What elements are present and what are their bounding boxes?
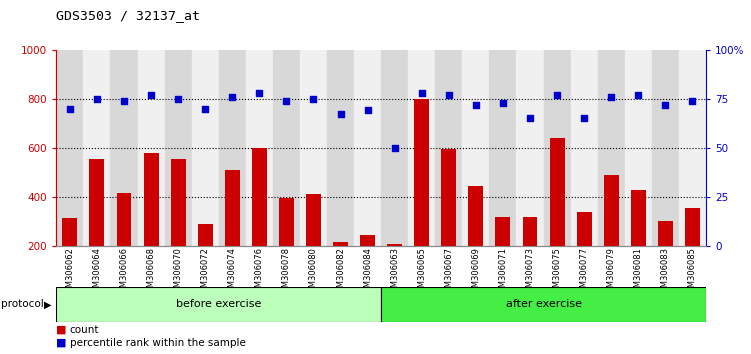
Bar xyxy=(56,50,83,246)
Bar xyxy=(381,287,706,322)
Bar xyxy=(523,217,538,295)
Point xyxy=(578,115,590,121)
Point xyxy=(389,145,401,150)
Bar xyxy=(625,50,652,246)
Bar xyxy=(550,138,565,295)
Point xyxy=(307,96,319,102)
Point xyxy=(632,92,644,98)
Point xyxy=(226,94,238,99)
Text: protocol: protocol xyxy=(1,299,44,309)
Bar xyxy=(164,50,192,246)
Bar xyxy=(62,218,77,295)
Bar xyxy=(577,212,592,295)
Bar xyxy=(604,175,619,295)
Bar xyxy=(544,50,571,246)
Bar xyxy=(415,99,429,295)
Point xyxy=(361,108,373,113)
Text: ▶: ▶ xyxy=(44,299,51,309)
Bar xyxy=(273,50,300,246)
Bar xyxy=(110,50,137,246)
Bar xyxy=(571,50,598,246)
Bar xyxy=(381,50,409,246)
Point xyxy=(551,92,563,98)
Bar xyxy=(388,244,402,295)
Bar xyxy=(83,50,110,246)
Point xyxy=(334,112,346,117)
Bar xyxy=(463,50,490,246)
Point xyxy=(280,98,292,103)
Bar xyxy=(252,148,267,295)
Point xyxy=(524,115,536,121)
Text: GDS3503 / 32137_at: GDS3503 / 32137_at xyxy=(56,9,201,22)
Bar xyxy=(679,50,706,246)
Bar xyxy=(279,198,294,295)
Point xyxy=(253,90,265,96)
Bar xyxy=(225,170,240,295)
Bar xyxy=(170,159,185,295)
Text: percentile rank within the sample: percentile rank within the sample xyxy=(70,338,246,348)
Bar xyxy=(306,194,321,295)
Bar xyxy=(490,50,517,246)
Bar xyxy=(246,50,273,246)
Bar xyxy=(327,50,354,246)
Point xyxy=(416,90,428,96)
Bar xyxy=(409,50,436,246)
Bar xyxy=(219,50,246,246)
Bar xyxy=(137,50,164,246)
Point xyxy=(470,102,482,107)
Point xyxy=(497,100,509,105)
Bar xyxy=(300,50,327,246)
Text: ■: ■ xyxy=(56,338,67,348)
Text: after exercise: after exercise xyxy=(505,299,581,309)
Bar xyxy=(598,50,625,246)
Bar xyxy=(442,149,457,295)
Bar xyxy=(192,50,219,246)
Bar xyxy=(469,186,484,295)
Bar xyxy=(354,50,381,246)
Bar xyxy=(496,217,511,295)
Point xyxy=(605,94,617,99)
Text: ■: ■ xyxy=(56,325,67,335)
Bar xyxy=(116,193,131,295)
Point xyxy=(91,96,103,102)
Point xyxy=(659,102,671,107)
Bar xyxy=(652,50,679,246)
Point xyxy=(145,92,157,98)
Bar xyxy=(658,222,673,295)
Point xyxy=(118,98,130,103)
Text: count: count xyxy=(70,325,99,335)
Bar xyxy=(360,235,375,295)
Point xyxy=(64,105,76,111)
Bar xyxy=(631,189,646,295)
Bar xyxy=(89,159,104,295)
Bar xyxy=(436,50,463,246)
Bar xyxy=(517,50,544,246)
Bar xyxy=(56,287,381,322)
Point xyxy=(172,96,184,102)
Bar xyxy=(685,208,700,295)
Point xyxy=(686,98,698,103)
Bar xyxy=(198,224,213,295)
Bar xyxy=(333,242,348,295)
Text: before exercise: before exercise xyxy=(176,299,261,309)
Bar xyxy=(143,153,158,295)
Point xyxy=(199,105,211,111)
Point xyxy=(443,92,455,98)
